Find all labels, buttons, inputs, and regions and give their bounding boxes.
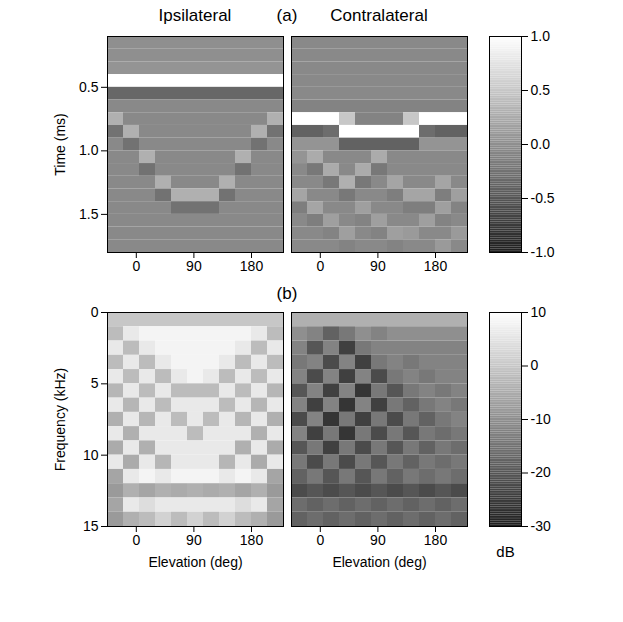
svg-text:0: 0 bbox=[316, 258, 324, 274]
svg-text:10: 10 bbox=[531, 304, 547, 320]
svg-text:1.5: 1.5 bbox=[79, 206, 99, 222]
svg-text:dB: dB bbox=[496, 543, 514, 560]
svg-text:0: 0 bbox=[531, 357, 539, 373]
svg-text:Elevation (deg): Elevation (deg) bbox=[332, 554, 426, 570]
svg-text:1.0: 1.0 bbox=[79, 142, 99, 158]
svg-text:0: 0 bbox=[132, 258, 140, 274]
svg-text:90: 90 bbox=[186, 258, 202, 274]
svg-text:0.5: 0.5 bbox=[79, 79, 99, 95]
svg-text:0.0: 0.0 bbox=[531, 136, 551, 152]
svg-text:90: 90 bbox=[370, 532, 386, 548]
svg-text:-20: -20 bbox=[531, 464, 551, 480]
html-text:(a): (a) bbox=[276, 6, 298, 25]
svg-text:-1.0: -1.0 bbox=[531, 244, 555, 260]
svg-text:1.0: 1.0 bbox=[531, 28, 551, 44]
svg-text:0: 0 bbox=[316, 532, 324, 548]
html-text:Ipsilateral: Ipsilateral bbox=[158, 6, 232, 25]
svg-text:90: 90 bbox=[370, 258, 386, 274]
svg-text:180: 180 bbox=[240, 532, 264, 548]
svg-text:0: 0 bbox=[91, 304, 99, 320]
svg-text:-30: -30 bbox=[531, 518, 551, 534]
svg-text:Frequency (kHz): Frequency (kHz) bbox=[52, 368, 68, 471]
svg-text:180: 180 bbox=[424, 258, 448, 274]
svg-text:-0.5: -0.5 bbox=[531, 190, 555, 206]
svg-text:-10: -10 bbox=[531, 411, 551, 427]
svg-text:15: 15 bbox=[83, 518, 99, 534]
html-text:Contralateral: Contralateral bbox=[330, 6, 428, 25]
svg-text:180: 180 bbox=[424, 532, 448, 548]
svg-text:Elevation (deg): Elevation (deg) bbox=[148, 554, 242, 570]
svg-text:90: 90 bbox=[186, 532, 202, 548]
svg-text:0: 0 bbox=[132, 532, 140, 548]
html-text:(b): (b) bbox=[276, 284, 298, 303]
svg-text:0.5: 0.5 bbox=[531, 82, 551, 98]
svg-text:5: 5 bbox=[91, 375, 99, 391]
svg-text:Time (ms): Time (ms) bbox=[52, 113, 68, 175]
svg-text:180: 180 bbox=[240, 258, 264, 274]
svg-text:10: 10 bbox=[83, 447, 99, 463]
